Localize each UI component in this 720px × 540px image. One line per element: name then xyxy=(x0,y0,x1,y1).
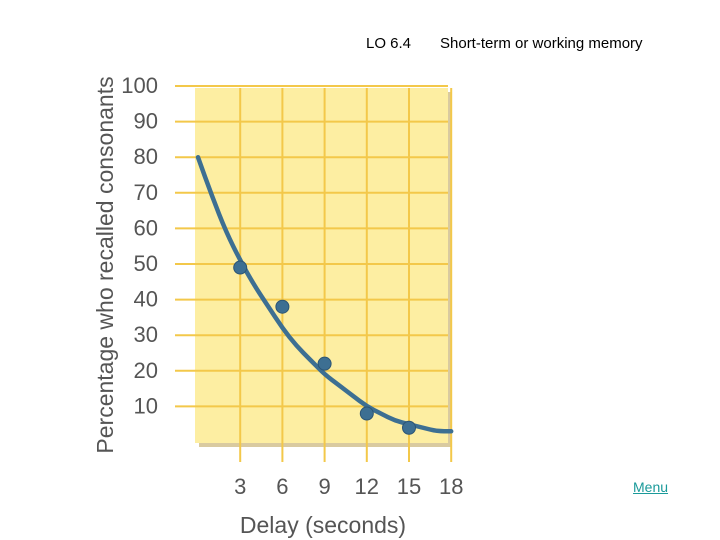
slide-title: Short-term or working memory xyxy=(440,35,643,52)
data-point xyxy=(402,420,416,435)
y-axis-label: Percentage who recalled consonants xyxy=(92,76,118,453)
y-tick-label: 70 xyxy=(134,180,158,205)
y-tick-label: 40 xyxy=(134,287,158,312)
x-tick-label: 6 xyxy=(276,474,288,499)
y-tick-label: 80 xyxy=(134,144,158,169)
y-tick-label: 100 xyxy=(121,73,158,98)
slide-header: LO 6.4 Short-term or working memory xyxy=(0,35,720,57)
grid xyxy=(175,85,453,462)
menu-link[interactable]: Menu xyxy=(633,479,669,495)
learning-objective-code: LO 6.4 xyxy=(366,35,412,52)
x-axis-ticks: 3 6 9 12 15 18 xyxy=(234,474,463,499)
x-tick-label: 15 xyxy=(397,474,421,499)
x-axis-label: Delay (seconds) xyxy=(240,512,406,538)
y-tick-label: 60 xyxy=(134,215,158,240)
x-tick-label: 3 xyxy=(234,474,246,499)
y-axis-ticks: 10 20 30 40 50 60 70 80 90 100 xyxy=(121,73,158,418)
y-tick-label: 30 xyxy=(134,322,158,347)
data-points xyxy=(233,260,416,435)
data-point xyxy=(359,406,374,421)
x-tick-label: 9 xyxy=(318,474,330,499)
plot-area xyxy=(195,88,448,443)
trend-curve xyxy=(195,154,454,434)
y-tick-label: 20 xyxy=(134,358,158,383)
y-tick-label: 90 xyxy=(134,109,158,134)
data-point xyxy=(275,299,290,314)
x-tick-label: 18 xyxy=(439,474,463,499)
data-point xyxy=(233,260,248,275)
x-tick-label: 12 xyxy=(355,474,379,499)
y-tick-label: 50 xyxy=(134,251,158,276)
y-tick-label: 10 xyxy=(134,393,158,418)
data-point xyxy=(317,356,332,371)
